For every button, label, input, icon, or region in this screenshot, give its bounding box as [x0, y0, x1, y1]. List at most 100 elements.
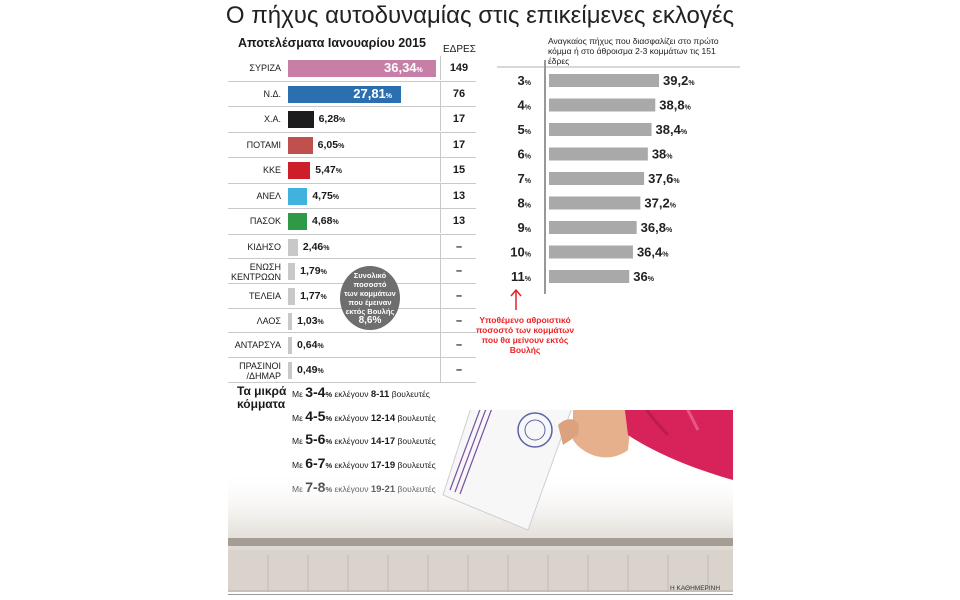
threshold-bar: [549, 74, 659, 87]
result-value: 27,81%: [353, 85, 393, 101]
seats-value: 149: [440, 56, 477, 80]
result-row: ΠΟΤΑΜΙ 6,05% 17: [228, 132, 477, 158]
seats-value: –: [440, 259, 477, 283]
result-bar: [288, 111, 314, 128]
badge-line: Συνολικό: [353, 271, 387, 280]
result-row: ΛΑΟΣ 1,03% –: [228, 308, 477, 334]
result-row: Ν.Δ. 27,81% 76: [228, 81, 477, 107]
threshold-bar: [549, 147, 648, 161]
badge-line: εκτός Βουλής: [345, 307, 395, 316]
footer-line: [228, 594, 733, 595]
party-name: ΚΙΔΗΣΟ: [247, 241, 281, 252]
result-value: 6,28%: [318, 113, 346, 125]
party-name: Χ.Α.: [263, 114, 281, 124]
result-row: ΠΑΣΟΚ 4,68% 13: [228, 209, 476, 235]
threshold-value-label: 37,2%: [644, 196, 676, 211]
party-name: ΑΝΕΛ: [256, 190, 281, 201]
party-name: ΠΑΣΟΚ: [249, 216, 281, 226]
threshold-value-label: 37,6%: [648, 171, 680, 186]
seats-value: –: [440, 333, 477, 358]
seats-value: 13: [440, 209, 477, 233]
threshold-category-label: 6%: [518, 147, 532, 162]
result-value: 1,79%: [300, 265, 327, 277]
threshold-value-label: 36,8%: [641, 220, 673, 235]
threshold-value-label: 36%: [633, 269, 654, 284]
result-value: 0,49%: [297, 364, 324, 377]
seats-value: –: [440, 308, 477, 333]
threshold-value-label: 39,2%: [663, 73, 695, 88]
threshold-value-label: 38%: [652, 147, 673, 162]
result-bar: [288, 60, 436, 77]
threshold-category-label: 7%: [518, 171, 532, 186]
result-value: 2,46%: [302, 240, 330, 253]
badge-value: 8,6%: [358, 315, 382, 326]
seats-value: 17: [440, 132, 477, 157]
party-name: ΣΥΡΙΖΑ: [249, 63, 281, 73]
results-header: Αποτελέσματα Ιανουαρίου 2015: [238, 36, 427, 50]
threshold-bar: [549, 123, 652, 136]
result-value: 1,03%: [297, 314, 324, 327]
seats-value: 15: [440, 158, 477, 182]
party-name: Ν.Δ.: [263, 88, 281, 99]
threshold-bar: [549, 172, 645, 185]
party-name: ΤΕΛΕΙΑ: [248, 290, 281, 301]
result-bar: [288, 162, 311, 179]
result-row: ΚΚΕ 5,47% 15: [228, 158, 476, 184]
outside-parliament-badge: Συνολικό ποσοστό των κομμάτων που έμεινα…: [340, 266, 400, 330]
threshold-value-label: 36,4%: [637, 245, 669, 260]
threshold-category-label: 3%: [518, 73, 532, 88]
threshold-category-label: 8%: [518, 196, 532, 211]
threshold-bar: [549, 98, 656, 112]
threshold-category-label: 11%: [511, 269, 532, 284]
result-bar: [288, 85, 402, 103]
threshold-category-label: 4%: [518, 98, 532, 113]
result-bar: [288, 362, 292, 380]
small-party-line: Με 6-7% εκλέγουν 17-19 βουλευτές: [292, 455, 436, 472]
annotation: Υποθέμενο αθροιστικό ποσοστό των κομμάτω…: [475, 315, 575, 355]
result-value: 4,75%: [312, 189, 340, 202]
party-name: ΕΝΩΣΗ ΚΕΝΤΡΩΩΝ: [231, 262, 281, 282]
result-value: 1,77%: [300, 289, 327, 302]
result-bar: [288, 213, 308, 230]
small-party-line: Με 5-6% εκλέγουν 14-17 βουλευτές: [292, 431, 436, 448]
party-name: ΠΡΑΣΙΝΟΙ/ΔΗΜΑΡ: [239, 361, 281, 382]
threshold-category-label: 9%: [518, 220, 532, 235]
threshold-bar: [549, 245, 633, 259]
party-name: ΚΚΕ: [262, 165, 281, 175]
result-row: ΑΝΤΑΡΣΥΑ 0,64% –: [228, 333, 477, 359]
threshold-bar: [549, 221, 637, 234]
threshold-bar: [549, 196, 641, 210]
result-row: ΚΙΔΗΣΟ 2,46% –: [228, 234, 477, 259]
threshold-category-label: 10%: [510, 245, 531, 260]
result-value: 0,64%: [297, 339, 324, 352]
threshold-category-label: 5%: [518, 122, 532, 137]
threshold-bar: [549, 270, 630, 283]
result-bar: [288, 312, 293, 330]
threshold-value-label: 38,4%: [656, 122, 688, 137]
result-value: 5,47%: [315, 164, 342, 176]
result-row: ΠΡΑΣΙΝΟΙ/ΔΗΜΑΡ 0,49% –: [228, 358, 476, 383]
result-bar: [288, 337, 292, 355]
results-table: ΣΥΡΙΖΑ 36,34% 149 Ν.Δ. 27,81% 76 Χ.Α. 6,28% 17 ΠΟ…: [228, 56, 476, 383]
seats-header: ΕΔΡΕΣ: [443, 44, 476, 55]
seats-value: –: [440, 234, 477, 259]
result-bar: [288, 136, 313, 154]
result-value: 6,05%: [317, 138, 345, 151]
small-parties-title: Τα μικρά κόμματα: [237, 384, 287, 411]
result-value: 36,34%: [384, 60, 423, 75]
badge-line: των κομμάτων: [344, 289, 396, 298]
seats-value: –: [440, 358, 477, 383]
result-row: ΑΝΕΛ 4,75% 13: [228, 183, 476, 209]
threshold-chart: 3% 39,2% 4% 38,8% 5% 38,4% 6% 38% 7% 37,6% 8% 37,2%…: [497, 60, 740, 294]
badge-line: ποσοστό: [353, 280, 387, 289]
seats-value: 76: [440, 81, 477, 106]
result-bar: [288, 238, 298, 256]
result-row: Χ.Α. 6,28% 17: [228, 107, 476, 133]
result-bar: [288, 287, 296, 305]
result-bar: [288, 187, 308, 205]
small-party-line: Με 4-5% εκλέγουν 12-14 βουλευτές: [292, 407, 436, 424]
ballot-photo-art: [228, 410, 733, 592]
threshold-value-label: 38,8%: [659, 98, 691, 113]
party-name: ΑΝΤΑΡΣΥΑ: [234, 340, 281, 351]
threshold-chart-header: Αναγκαίος πήχυς που διασφαλίζει στο πρώτ…: [548, 36, 719, 66]
